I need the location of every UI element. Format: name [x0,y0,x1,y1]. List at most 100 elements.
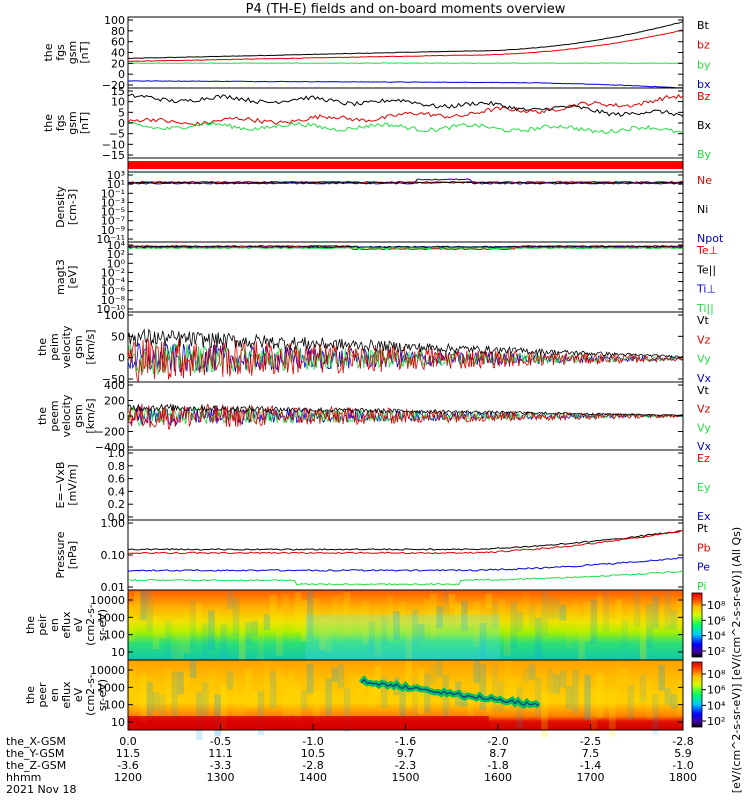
ytick-label: 10000 [90,594,125,607]
ion_spec-texture [504,624,511,656]
ion_spec-texture [276,610,283,656]
legend-bz: bz [697,39,710,52]
panel-5: 100 50 0 −50 the peim velocity gsm [km/s] Vt Vz Vy V… [36,309,712,386]
ion_spec-texture [633,590,641,627]
ylabel-line: eV [72,617,85,632]
ion_spec-texture [165,619,172,667]
ylabel-line: eV [72,687,85,702]
series-by [127,62,683,64]
el_spec-texture [627,685,635,720]
el_spec-texture [621,667,628,683]
el_spec-texture [294,682,302,724]
ion_spec-texture [411,609,419,646]
el_spec-texture [195,691,203,740]
legend-Pe: Pe [697,561,710,574]
footer-value: 10.5 [301,747,326,760]
ion_spec-texture [461,600,468,632]
ylabel-line: magt3 [54,259,67,295]
ylabel-line: [km/s] [84,398,97,433]
series-bz [128,29,684,62]
ion-spec-region [305,614,500,660]
ytick-label: 10⁴ [107,239,126,252]
el_spec-texture [504,660,511,709]
ion_spec-texture [399,601,406,629]
footer-value: 1200 [114,771,142,784]
colorbar [691,661,703,728]
ion_spec-texture [306,591,314,639]
ion_spec-texture [220,624,228,664]
ytick-label: 20 [111,57,125,70]
el_spec-texture [343,688,351,733]
legend-Pi: Pi [697,580,706,593]
footer-value: -2.8 [672,735,693,748]
footer-value: -1.6 [395,735,416,748]
panel-frame [127,519,684,591]
el_spec-texture [670,694,678,709]
ion_spec-texture [362,601,369,644]
legend-Vz: Vz [697,403,711,416]
ion_spec-texture [670,610,678,630]
panel-frame [127,241,684,313]
el_spec-texture [331,667,339,682]
ion_spec-texture [590,599,598,644]
el_spec-texture [646,681,653,720]
ion_spec-texture [615,599,622,629]
legend-Bt: Bt [697,19,710,32]
ion_spec-texture [189,599,197,648]
legend-Ti||: Ti|| [696,302,714,315]
ion_spec-texture [479,622,487,665]
series-Vy [127,342,684,376]
el_spec-texture [276,667,283,688]
footer-value: -1.0 [672,759,693,772]
ion_spec-texture [578,621,585,664]
ion_spec-texture [658,604,665,629]
ytick-label: 0.2 [108,498,126,511]
ylabel-line: [km/s] [84,329,97,364]
ytick-label: −15 [102,149,125,162]
footer-value: 9.7 [397,747,415,760]
colorbar-tick-label: 10⁸ [707,668,726,681]
el_spec-texture [128,668,135,696]
ylabel-line: fgs [54,114,67,131]
ytick-label: 0 [118,117,125,130]
el_spec-texture [245,667,252,709]
el_spec-texture [430,664,437,685]
ion_spec-texture [424,598,431,622]
el_spec-texture [639,674,647,702]
el_spec-texture [652,693,659,736]
series-Vt [127,403,684,416]
footer-value: 1600 [484,771,512,784]
footer-value: -1.4 [580,759,601,772]
ion_spec-texture [522,592,530,627]
ion_spec-texture [356,604,363,633]
ylabel-line: eflux [60,681,73,709]
el_spec-texture [263,662,271,690]
series-Pt [128,530,684,551]
ion_spec-texture [134,591,141,611]
series-Bx [127,93,684,118]
ion_spec-texture [535,617,542,659]
colorbar-label: [eV/(cm^2-s-sr-eV)] [eV/(cm^2-s-sr-eV)] … [730,527,743,793]
legend-Pb: Pb [697,541,711,554]
ylabel-line: [cm-3] [66,189,79,225]
series-Ne [127,180,684,184]
ion_spec-texture [510,602,517,650]
ytick-label: 10⁻¹⁰ [96,303,125,316]
ion_spec-texture [368,621,376,652]
ion_spec-texture [553,599,561,619]
el_spec-texture [596,673,604,719]
ytick-label: 100 [104,14,125,27]
footer-value: 0.0 [119,735,137,748]
ytick-label: 15 [111,85,125,98]
el_spec-texture [399,688,406,718]
ion_spec-texture [263,614,271,631]
series-Vt [127,328,684,358]
ion_spec-texture [202,623,209,664]
ion_spec-texture [646,604,653,650]
footer-label: hhmm [6,771,41,784]
ytick-label: 80 [111,25,125,38]
ion_spec-texture [473,601,480,647]
ylabel-line: (cm2-s- [84,674,97,716]
el_spec-texture [232,678,240,720]
el_spec-texture [436,660,443,678]
